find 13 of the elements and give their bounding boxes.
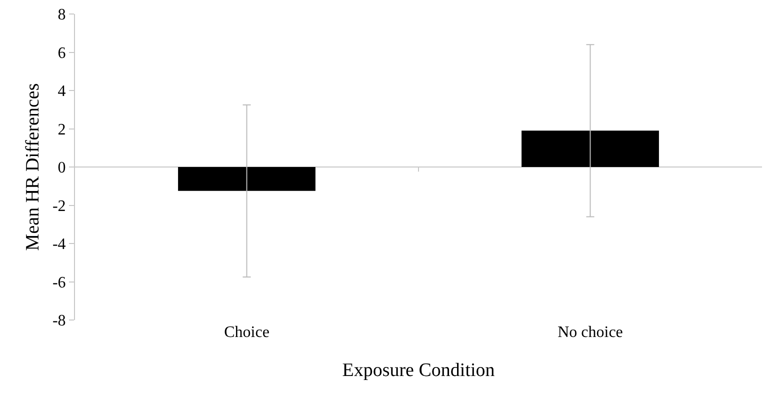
y-tick-label: 4 — [58, 83, 66, 100]
y-tick-label: -2 — [52, 198, 66, 215]
y-tick-label: -6 — [52, 274, 66, 292]
y-tick-label: -8 — [52, 312, 66, 330]
y-tick-label: 2 — [58, 121, 66, 138]
y-tick-label: -4 — [52, 236, 66, 254]
x-tick-label: Choice — [224, 324, 270, 341]
y-tick-label: 0 — [58, 160, 66, 177]
y-axis-title: Mean HR Differences — [22, 83, 44, 251]
y-tick-label: 8 — [58, 6, 66, 24]
x-axis-title: Exposure Condition — [342, 360, 496, 381]
x-tick-label: No choice — [558, 324, 623, 341]
y-tick-label: 6 — [58, 44, 66, 62]
